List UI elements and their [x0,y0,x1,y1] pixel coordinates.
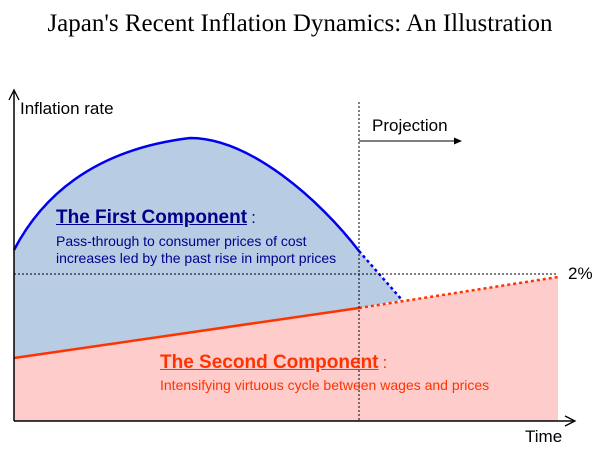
projection-label: Projection [372,116,448,135]
first-component-title: The First Component [56,207,248,228]
x-axis-arrowhead [564,415,577,427]
second-component-heading: The Second Component: [160,352,387,374]
target-label: 2% [568,264,593,283]
first-component-desc-line1: Pass-through to consumer prices of cost [56,233,307,249]
first-component-desc-line2: increases led by the past rise in import… [56,250,337,266]
projection-arrowhead [454,137,462,145]
first-component-curve [12,136,360,252]
second-component-area [14,277,558,421]
second-component-colon: : [382,353,388,372]
second-component-line [13,306,360,360]
first-component-heading: The First Component: [56,207,256,229]
first-component-colon: : [251,208,256,227]
y-axis-label: Inflation rate [20,99,114,118]
x-axis-label: Time [525,427,563,446]
first-component-area [14,138,402,358]
y-axis-arrowhead [8,88,20,101]
second-component-title: The Second Component [160,352,379,373]
diagram-title: Japan's Recent Inflation Dynamics: An Il… [47,10,553,37]
first-component-description: Pass-through to consumer prices of cost … [56,233,336,267]
first-component-projection [358,250,403,301]
second-component-description: Intensifying virtuous cycle between wage… [160,377,490,393]
